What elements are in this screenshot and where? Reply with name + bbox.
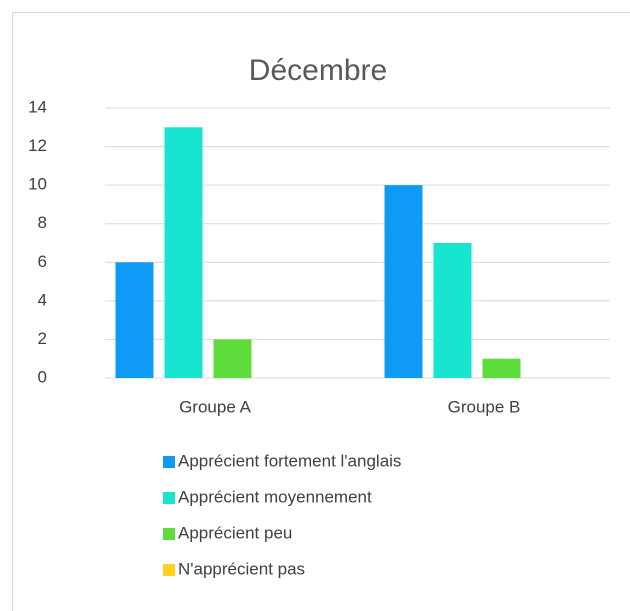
y-tick-label: 14	[28, 97, 47, 116]
legend-label: Apprécient fortement l'anglais	[178, 451, 401, 470]
bar	[433, 243, 472, 378]
legend-swatch	[163, 564, 175, 576]
legend-swatch	[163, 528, 175, 540]
bar	[115, 262, 154, 378]
legend-label: Apprécient moyennement	[178, 487, 372, 506]
bar	[482, 358, 521, 378]
y-tick-label: 0	[38, 367, 47, 386]
legend-swatch	[163, 492, 175, 504]
y-tick-label: 6	[38, 252, 47, 271]
legend-label: Apprécient peu	[178, 523, 292, 542]
x-tick-label: Groupe B	[448, 397, 521, 416]
y-tick-label: 4	[38, 290, 47, 309]
chart-frame	[12, 12, 630, 611]
legend-swatch	[163, 456, 175, 468]
bar	[384, 185, 423, 378]
y-tick-label: 8	[38, 213, 47, 232]
x-tick-label: Groupe A	[179, 397, 251, 416]
bar	[164, 127, 203, 379]
chart-title: Décembre	[249, 54, 387, 87]
y-tick-label: 2	[38, 329, 47, 348]
legend-label: N'apprécient pas	[178, 559, 305, 578]
bar	[213, 339, 252, 378]
y-tick-label: 12	[28, 136, 47, 155]
y-tick-label: 10	[28, 175, 47, 194]
